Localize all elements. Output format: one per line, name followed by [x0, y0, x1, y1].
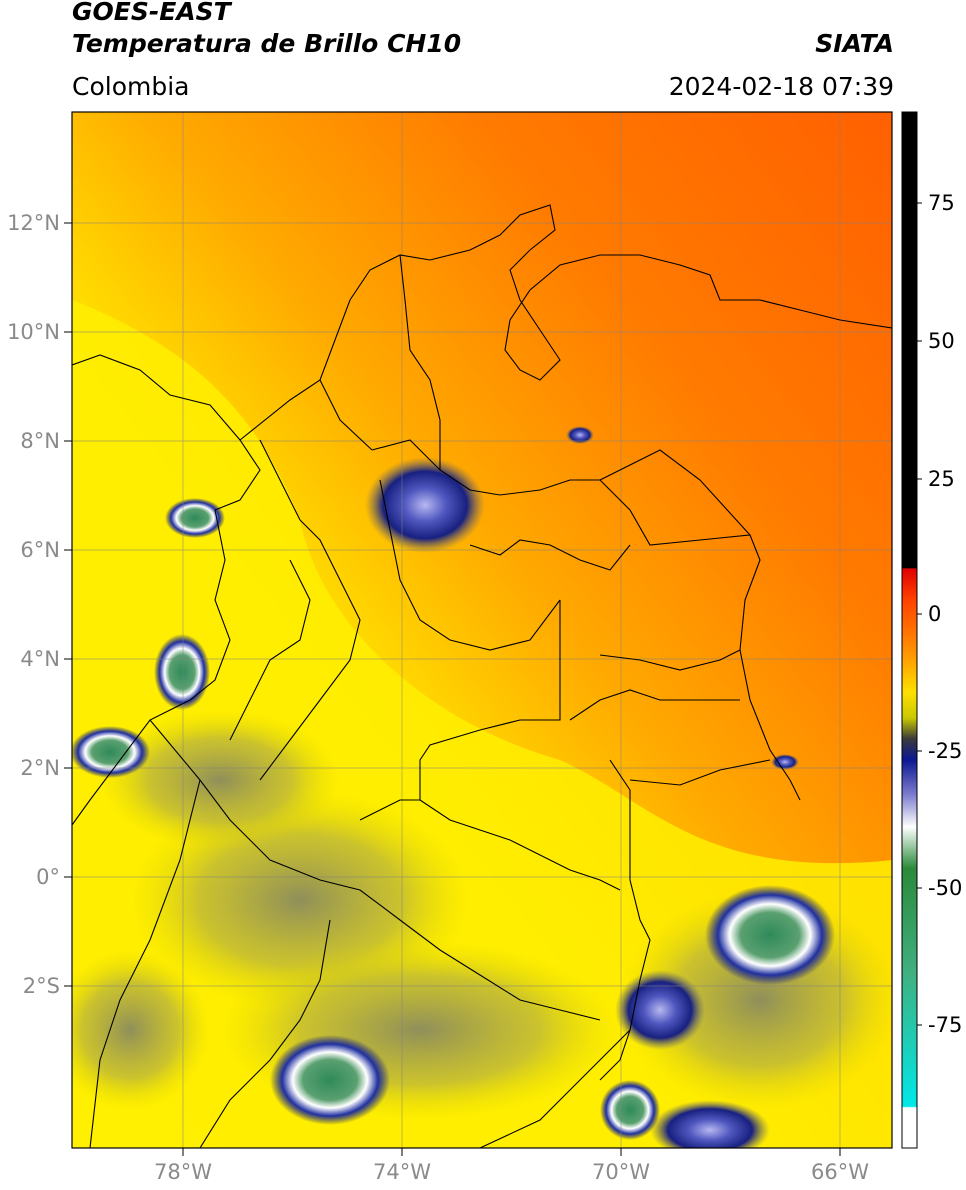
lon-label: 74°W: [373, 1160, 431, 1184]
storm-cell: [615, 970, 705, 1050]
agency-label: SIATA: [815, 29, 894, 58]
lat-label: 2°S: [22, 974, 60, 998]
colorbar-label: -50: [928, 876, 963, 900]
lat-label: 8°N: [20, 429, 60, 453]
storm-cell: [600, 1080, 660, 1140]
colorbar-label: 50: [928, 329, 955, 353]
colorbar: [901, 111, 918, 1149]
storm-cell: [154, 634, 210, 710]
map-frame: [71, 111, 893, 1149]
lat-label: 0°: [36, 865, 60, 889]
storm-cell: [270, 1035, 390, 1125]
lat-label: 10°N: [7, 320, 60, 344]
borders: [72, 204, 892, 1148]
lon-label: 66°W: [811, 1160, 869, 1184]
lat-label: 12°N: [7, 211, 60, 235]
satellite-title: GOES-EAST: [72, 0, 231, 26]
lon-label: 70°W: [592, 1160, 650, 1184]
storm-cell: [650, 1100, 770, 1148]
storm-cell: [365, 457, 485, 553]
lon-label: 78°W: [154, 1160, 212, 1184]
lat-label: 2°N: [20, 756, 60, 780]
storm-cell: [165, 498, 225, 538]
colorbar-label: 25: [928, 467, 955, 491]
colorbar-ticks: [917, 202, 922, 1026]
product-title: Temperatura de Brillo CH10: [72, 29, 462, 58]
colorbar-label: 0: [928, 602, 942, 626]
colorbar-label: -75: [928, 1013, 963, 1037]
storm-cell: [705, 885, 835, 985]
lat-label: 4°N: [20, 647, 60, 671]
axis-ticks: [64, 222, 841, 1156]
lat-label: 6°N: [20, 538, 60, 562]
colorbar-label: -25: [928, 739, 963, 763]
graticule: [72, 112, 892, 1148]
storm-cell: [72, 726, 150, 778]
region-label: Colombia: [72, 72, 190, 101]
colorbar-label: 75: [928, 191, 955, 215]
timestamp: 2024-02-18 07:39: [668, 72, 894, 101]
